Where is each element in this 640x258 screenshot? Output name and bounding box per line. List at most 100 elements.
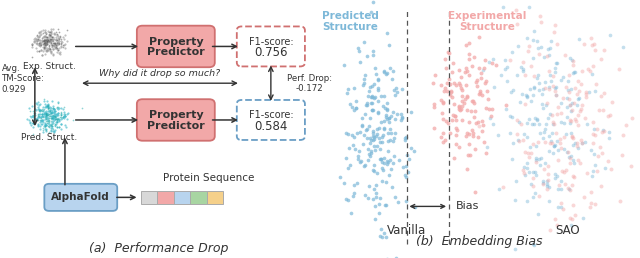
Point [522,135,532,139]
Point [557,75,568,79]
Point [520,72,531,77]
Point [31,37,42,41]
Point [389,154,399,158]
Point [569,101,579,105]
Point [507,50,517,54]
Point [58,115,68,119]
Point [52,118,62,122]
Point [568,158,578,162]
Point [367,108,377,112]
Point [559,135,570,140]
Point [349,191,359,196]
Point [35,30,45,34]
Point [372,77,383,81]
Point [35,44,45,49]
Point [551,60,561,64]
Point [59,114,69,118]
Point [572,119,582,123]
Point [59,114,69,118]
Point [549,144,559,148]
Point [52,106,62,110]
Point [28,122,38,126]
Point [445,82,456,86]
Point [525,151,536,155]
Point [34,103,44,107]
Point [35,102,45,106]
Point [45,49,56,53]
Point [454,145,464,149]
Point [49,43,59,47]
Point [335,175,345,180]
Point [429,104,439,109]
Point [44,106,54,110]
Point [547,131,557,135]
Point [49,114,59,118]
Point [52,32,62,36]
Point [454,104,465,108]
Point [400,136,410,140]
Point [604,136,614,140]
Point [54,125,64,129]
Point [544,69,554,73]
Point [565,103,575,107]
Point [560,182,570,186]
Point [51,120,61,124]
Point [502,79,512,83]
Point [44,40,54,44]
Point [42,105,52,109]
Point [376,119,386,124]
Point [436,83,446,87]
Point [524,117,534,121]
Point [544,134,554,138]
Point [545,112,555,116]
Point [45,114,56,118]
Point [35,41,45,45]
Point [377,135,387,139]
Point [541,184,552,188]
Point [45,123,55,127]
Point [518,69,528,73]
Point [36,112,47,116]
Point [568,136,579,140]
Point [47,110,57,114]
Point [47,127,58,131]
Point [471,80,481,84]
Point [38,43,49,47]
Point [586,36,596,40]
Point [369,66,380,70]
Point [538,87,548,91]
Point [37,107,47,111]
Point [603,159,613,163]
Point [469,55,479,59]
Point [30,111,40,115]
Point [522,166,532,170]
Point [367,94,378,98]
Point [598,108,608,112]
Point [455,83,465,87]
Point [430,74,440,78]
Point [43,103,53,107]
Point [532,76,543,80]
Point [564,118,575,122]
Point [543,199,554,203]
Point [541,101,552,106]
Point [473,135,483,139]
Point [547,38,557,43]
Point [452,128,463,132]
Point [39,45,49,50]
Point [46,50,56,54]
Point [49,52,59,56]
Point [30,107,40,111]
Point [40,45,50,49]
Point [41,111,51,116]
Point [529,86,539,90]
Point [457,94,467,98]
Point [53,105,63,109]
Point [31,46,42,50]
Point [511,118,522,123]
Point [445,90,456,94]
Point [51,114,61,118]
Point [392,111,403,116]
Point [575,82,586,86]
Point [578,216,588,221]
